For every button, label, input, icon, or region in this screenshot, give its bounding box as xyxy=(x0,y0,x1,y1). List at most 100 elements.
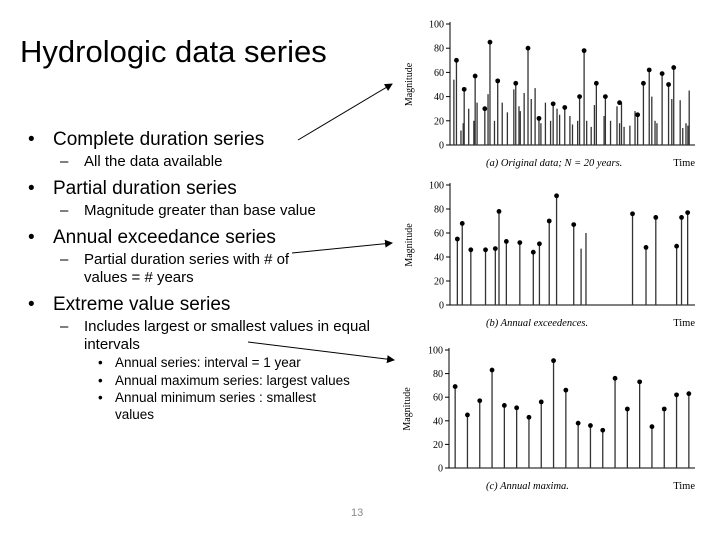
data-point xyxy=(649,424,655,430)
data-point xyxy=(562,105,568,110)
bullet-dot-icon: • xyxy=(98,355,103,370)
data-point xyxy=(465,412,470,418)
sub-sub-bullet-text: Annual series: interval = 1 year xyxy=(115,355,301,370)
y-tick-label: 40 xyxy=(434,92,444,103)
dash-icon: – xyxy=(60,318,69,335)
data-point xyxy=(554,193,559,199)
data-point xyxy=(551,358,556,364)
data-point xyxy=(477,398,483,404)
y-tick-label: 60 xyxy=(434,68,444,79)
bullet-text: Partial duration series xyxy=(53,178,237,199)
x-axis-label: Time xyxy=(673,158,695,169)
data-point xyxy=(530,249,536,255)
data-point xyxy=(643,245,649,250)
sub-bullet-text: All the data available xyxy=(84,153,223,170)
chart-annual-maxima: 0 20 40 60 80 100 Magnitude (c) Annual maxima. T… xyxy=(402,346,695,493)
bullet-dot-icon: • xyxy=(28,227,35,248)
y-axis-label: Magnitude xyxy=(404,223,415,267)
y-tick-label: 80 xyxy=(434,44,444,55)
sub-sub-bullet: • Annual series: interval = 1 year xyxy=(28,355,355,372)
data-point xyxy=(496,209,502,214)
chart-annual-exceedences: 0 20 40 60 80 100 Magnitude (b) Annual exceeden… xyxy=(404,181,695,330)
bullet-dot-icon: • xyxy=(28,294,35,315)
data-point xyxy=(461,86,467,92)
bullet-partial-duration: • Partial duration series xyxy=(28,177,388,201)
sub-bullet: – All the data available xyxy=(28,153,388,171)
data-point xyxy=(501,403,507,408)
data-point xyxy=(575,420,581,426)
y-tick-label: 80 xyxy=(433,369,443,380)
y-tick-label: 100 xyxy=(429,20,444,31)
data-point xyxy=(674,392,679,398)
x-axis-label: Time xyxy=(673,481,695,492)
data-point xyxy=(571,222,577,228)
y-tick-label: 20 xyxy=(433,440,443,451)
y-tick-label: 100 xyxy=(428,346,443,357)
data-point xyxy=(468,247,474,253)
data-point xyxy=(686,391,692,397)
data-point xyxy=(454,57,459,63)
data-point xyxy=(646,67,652,73)
data-point xyxy=(674,243,680,249)
data-point xyxy=(526,414,532,420)
sub-bullet: – Partial duration series with # of value… xyxy=(28,251,334,287)
bullet-dot-icon: • xyxy=(28,178,35,199)
sub-sub-bullet: • Annual minimum series : smallest values xyxy=(28,390,355,423)
y-tick-label: 100 xyxy=(429,181,444,192)
bullet-dot-icon: • xyxy=(28,129,35,150)
data-point xyxy=(563,387,569,393)
data-point xyxy=(492,246,498,252)
y-axis-label: Magnitude xyxy=(404,62,415,106)
data-point xyxy=(517,240,523,246)
slide-title: Hydrologic data series xyxy=(20,34,327,69)
bullet-extreme-value: • Extreme value series xyxy=(28,293,388,317)
data-point xyxy=(617,100,622,106)
data-point xyxy=(630,211,635,217)
y-tick-label: 60 xyxy=(433,393,443,404)
bullet-text: Complete duration series xyxy=(53,129,265,150)
data-point xyxy=(513,80,519,86)
sub-sub-bullet: • Annual maximum series: largest values xyxy=(28,373,355,390)
x-axis-label: Time xyxy=(673,318,695,329)
data-point xyxy=(472,73,478,79)
dash-icon: – xyxy=(60,251,69,268)
sub-sub-bullet-text: Annual maximum series: largest values xyxy=(115,372,350,388)
data-point xyxy=(588,423,593,428)
data-point xyxy=(538,399,544,405)
data-point xyxy=(546,218,552,224)
data-point xyxy=(661,406,667,412)
bullet-text: Extreme value series xyxy=(53,294,231,315)
data-point xyxy=(581,48,587,54)
bullet-list: • Complete duration series – All the data … xyxy=(28,126,388,423)
data-point xyxy=(482,106,488,112)
data-point xyxy=(671,65,677,70)
sub-bullet-text: Magnitude greater than base value xyxy=(84,202,316,219)
sub-bullet: – Magnitude greater than base value xyxy=(28,202,388,220)
data-point xyxy=(577,94,582,99)
y-tick-label: 80 xyxy=(434,205,444,216)
data-point xyxy=(679,215,684,220)
data-point xyxy=(600,427,606,433)
data-point xyxy=(536,115,542,121)
bullet-dot-icon: • xyxy=(98,372,103,388)
y-tick-label: 0 xyxy=(439,141,444,152)
bullet-annual-exceedance: • Annual exceedance series xyxy=(28,226,388,250)
data-point xyxy=(454,236,460,242)
data-point xyxy=(653,215,659,220)
data-point xyxy=(593,80,599,86)
y-tick-label: 60 xyxy=(434,229,444,240)
dash-icon: – xyxy=(60,153,69,170)
dash-icon: – xyxy=(60,202,69,219)
y-tick-label: 20 xyxy=(434,277,444,288)
data-point xyxy=(637,379,643,385)
sub-bullet-text: Partial duration series with # of values… xyxy=(84,251,290,286)
data-point xyxy=(525,45,531,51)
data-point xyxy=(459,221,465,226)
data-point xyxy=(503,239,509,244)
data-point xyxy=(483,247,488,253)
bullet-complete-duration: • Complete duration series xyxy=(28,128,388,152)
data-point xyxy=(495,78,501,84)
bullet-text: Annual exceedance series xyxy=(53,227,276,248)
data-point xyxy=(666,82,671,87)
data-point xyxy=(624,406,630,412)
